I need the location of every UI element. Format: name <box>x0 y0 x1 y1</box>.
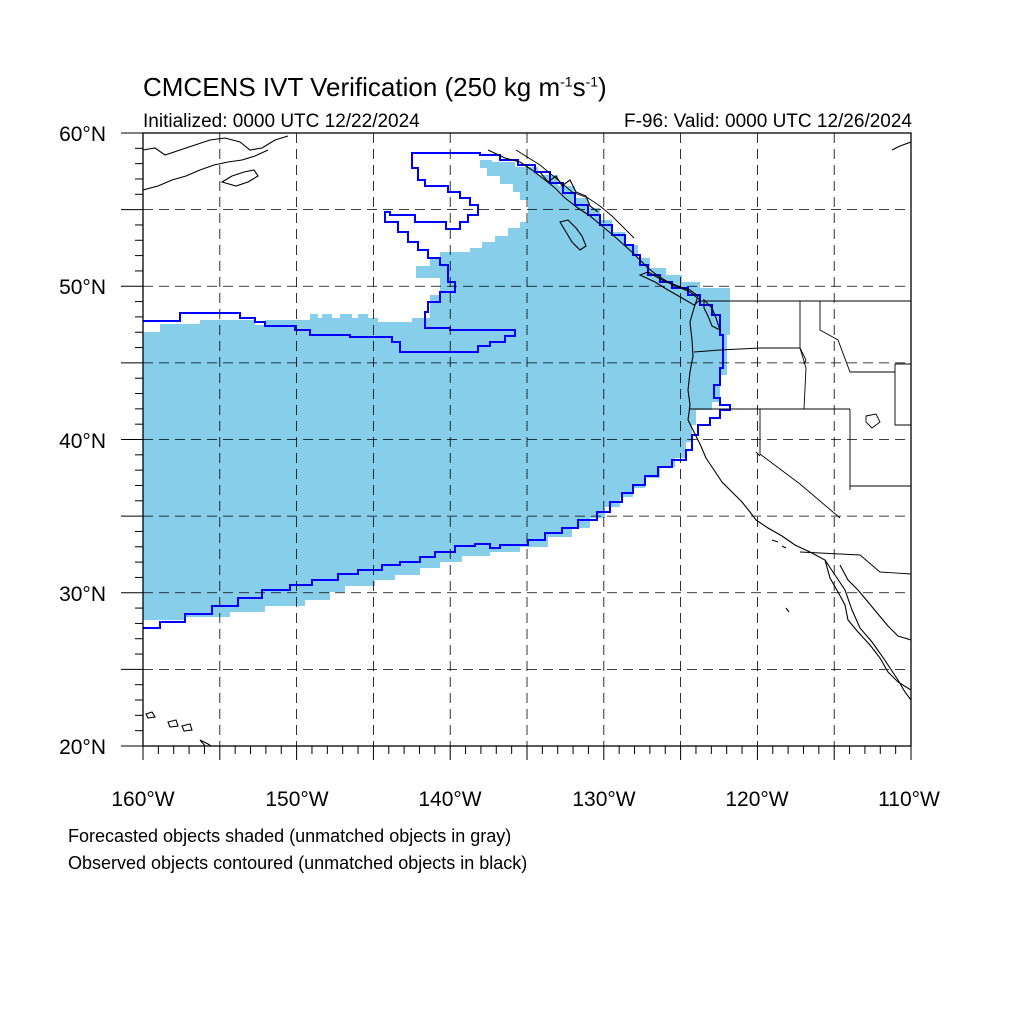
lon-label-150w: 150°W <box>265 788 328 811</box>
coastlines <box>143 135 911 746</box>
alaska-peninsula <box>143 149 269 191</box>
lon-label-130w: 130°W <box>572 788 635 811</box>
observed-contour <box>143 152 731 629</box>
island-oahu <box>167 719 179 728</box>
valid-time-label: F-96: Valid: 0000 UTC 12/26/2024 <box>624 111 912 132</box>
coastline-north-america <box>487 149 911 701</box>
caption-observed: Observed objects contoured (unmatched ob… <box>68 853 528 873</box>
border-wy <box>894 363 911 426</box>
axis-ticks <box>121 132 912 760</box>
lat-label-40: 40°N <box>59 430 106 453</box>
latitude-labels: 60°N 50°N 40°N 30°N 20°N <box>59 123 106 759</box>
lake-tahoe <box>755 451 761 457</box>
coastline-alaska <box>143 135 289 156</box>
gridlines <box>143 133 911 746</box>
border-ca-nv <box>759 409 841 519</box>
border-alaska-canada <box>515 149 635 239</box>
init-time-label: Initialized: 0000 UTC 12/22/2024 <box>143 111 420 132</box>
island-haida-gwaii <box>559 219 587 251</box>
great-salt-lake <box>865 413 881 429</box>
lon-label-120w: 120°W <box>725 788 788 811</box>
border-us-mexico <box>799 551 911 575</box>
island-kauai <box>145 711 156 719</box>
lon-label-140w: 140°W <box>418 788 481 811</box>
coastline-baja <box>824 559 911 691</box>
lat-label-60: 60°N <box>59 123 106 146</box>
map-title: CMCENS IVT Verification (250 kg m-1s-1) <box>143 72 607 102</box>
borders <box>515 149 911 575</box>
lon-label-160w: 160°W <box>111 788 174 811</box>
border-id-west <box>799 301 807 410</box>
kodiak-island <box>220 169 259 187</box>
coastline-north-east <box>891 141 911 151</box>
forecast-shading <box>143 160 730 620</box>
lat-label-20: 20°N <box>59 736 106 759</box>
longitude-labels: 160°W 150°W 140°W 130°W 120°W 110°W <box>111 788 940 811</box>
alaska-panhandle <box>539 171 599 213</box>
observed-object <box>143 152 731 629</box>
caption-forecast: Forecasted objects shaded (unmatched obj… <box>68 826 512 846</box>
gulf-of-california <box>839 564 911 641</box>
channel-islands <box>771 539 790 613</box>
island-vancouver <box>638 271 701 306</box>
border-wa-or <box>693 347 807 365</box>
island-hawaii <box>199 739 212 746</box>
border-id-east <box>819 301 895 373</box>
island-maui <box>181 723 193 732</box>
lon-label-110w: 110°W <box>878 788 940 811</box>
lat-label-50: 50°N <box>59 276 106 299</box>
puget-sound <box>703 298 721 332</box>
lat-label-30: 30°N <box>59 583 106 606</box>
